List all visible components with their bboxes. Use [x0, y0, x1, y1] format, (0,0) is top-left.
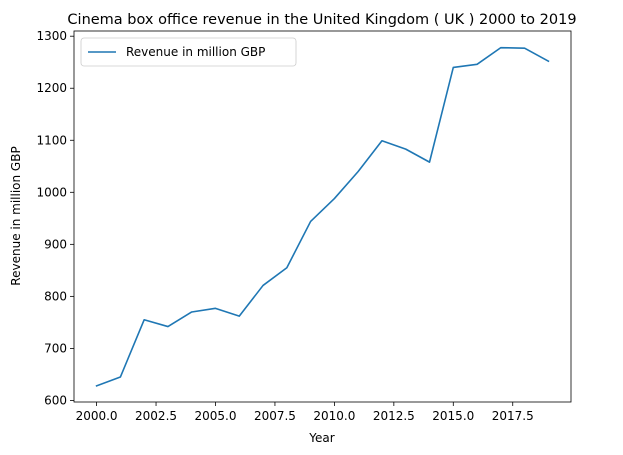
y-tick-label: 900: [44, 237, 67, 251]
data-point: [475, 62, 480, 67]
x-tick-label: 2012.5: [373, 409, 415, 423]
data-point: [498, 45, 503, 50]
data-point: [379, 138, 384, 143]
x-tick-label: 2002.5: [135, 409, 177, 423]
y-tick-label: 1300: [36, 29, 67, 43]
data-point: [142, 317, 147, 322]
data-point: [403, 147, 408, 152]
data-point: [284, 265, 289, 270]
x-tick-label: 2000.0: [76, 409, 118, 423]
data-point: [261, 283, 266, 288]
y-axis-label: Revenue in million GBP: [9, 146, 23, 285]
data-point: [118, 375, 123, 380]
data-point: [356, 169, 361, 174]
data-point: [546, 59, 551, 64]
x-axis: 2000.0 2002.5 2005.0 2007.5 2010.0 2012.5 2015…: [76, 402, 534, 423]
y-tick-label: 600: [44, 393, 67, 407]
legend-box: [80, 37, 297, 67]
plot-area: [74, 31, 571, 402]
y-axis: 600 700 800 900 1000 1100 1200 1300: [36, 29, 74, 407]
y-tick-label: 1200: [36, 81, 67, 95]
data-point: [522, 46, 527, 51]
x-tick-label: 2015.0: [432, 409, 474, 423]
x-tick-label: 2005.0: [194, 409, 236, 423]
series-layer: [94, 45, 551, 388]
legend: Revenue in million GBP: [80, 37, 297, 67]
y-tick-label: 800: [44, 289, 67, 303]
data-point: [165, 324, 170, 329]
x-axis-label: Year: [308, 431, 334, 445]
data-point: [427, 160, 432, 165]
data-point: [237, 314, 242, 319]
data-point: [308, 219, 313, 224]
data-point: [332, 196, 337, 201]
series-line: [95, 46, 550, 387]
legend-label: Revenue in million GBP: [126, 45, 265, 59]
data-point: [189, 309, 194, 314]
plot-frame: [73, 30, 572, 403]
data-point: [451, 65, 456, 70]
y-tick-label: 1000: [36, 185, 67, 199]
y-tick-label: 700: [44, 341, 67, 355]
data-point: [94, 383, 99, 388]
x-tick-label: 2007.5: [254, 409, 296, 423]
chart-title: Cinema box office revenue in the United …: [67, 12, 576, 28]
x-tick-label: 2017.5: [492, 409, 534, 423]
y-tick-label: 1100: [36, 133, 67, 147]
data-point: [213, 306, 218, 311]
x-tick-label: 2010.0: [313, 409, 355, 423]
